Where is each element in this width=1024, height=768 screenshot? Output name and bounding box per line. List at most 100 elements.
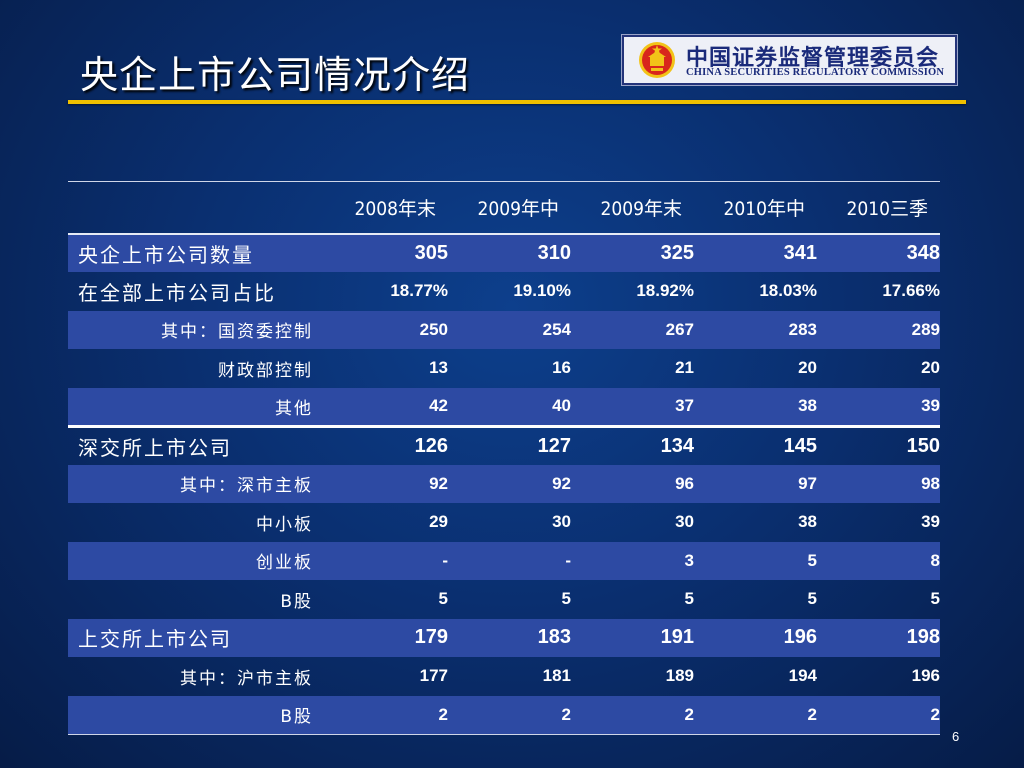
- table-cell: 18.03%: [759, 281, 817, 301]
- logo-chinese-name: 中国证券监督管理委员会: [686, 46, 940, 71]
- table-cell: 17.66%: [882, 281, 940, 301]
- table-cell: 40: [552, 396, 571, 415]
- national-emblem-icon: [639, 42, 675, 78]
- table-cell: 325: [660, 241, 694, 264]
- table-cell: 92: [429, 473, 448, 493]
- table-row: B股 2 2 2 2 2: [68, 695, 940, 734]
- table-cell: 8: [930, 550, 940, 570]
- table-cell: 127: [537, 434, 571, 457]
- row-label: 其中：沪市主板: [180, 668, 313, 689]
- table-cell: 18.77%: [390, 281, 448, 301]
- table-cell: 181: [542, 666, 571, 686]
- table-cell: 348: [906, 241, 940, 264]
- table-cell: 5: [807, 550, 817, 570]
- column-header: 2010三季: [846, 197, 929, 220]
- table-cell: 126: [414, 434, 448, 457]
- table-cell: 38: [798, 512, 817, 532]
- column-header: 2008年末: [354, 197, 437, 220]
- table-cell: 37: [675, 396, 694, 415]
- table-cell: 92: [552, 473, 571, 493]
- table-cell: 289: [911, 319, 940, 339]
- table-cell: 5: [438, 589, 448, 609]
- title-divider: [68, 100, 966, 104]
- column-header: 2010年中: [723, 197, 806, 220]
- table-cell: 5: [930, 589, 940, 609]
- table-row: 上交所上市公司 179 183 191 196 198: [68, 618, 940, 657]
- table-cell: 5: [561, 589, 571, 609]
- table-cell: 2: [561, 704, 571, 724]
- table-cell: 254: [542, 319, 571, 339]
- table-cell: 30: [552, 512, 571, 532]
- table-row: 其他 42 40 37 38 39: [68, 387, 940, 426]
- row-label: 创业板: [256, 553, 313, 574]
- table-cell: 2: [807, 704, 817, 724]
- table-cell: 134: [660, 434, 694, 457]
- table-row: 央企上市公司数量 305 310 325 341 348: [68, 233, 940, 272]
- row-label: 财政部控制: [218, 360, 313, 381]
- table-row: 其中：深市主板 92 92 96 97 98: [68, 464, 940, 503]
- table-cell: 20: [921, 358, 940, 378]
- table-row: 创业板 - - 3 5 8: [68, 541, 940, 580]
- table-cell: -: [442, 550, 448, 570]
- table-cell: 267: [665, 319, 694, 339]
- table-cell: 250: [419, 319, 448, 339]
- header-empty-cell: [68, 182, 325, 234]
- column-header: 2009年末: [600, 197, 683, 220]
- page-number: 6: [952, 729, 960, 744]
- table-cell: 150: [906, 434, 940, 457]
- table-cell: 5: [684, 589, 694, 609]
- table-cell: 19.10%: [513, 281, 571, 301]
- row-label: 在全部上市公司占比: [78, 280, 276, 305]
- table-cell: 39: [921, 512, 940, 532]
- table-cell: 3: [684, 550, 694, 570]
- table-cell: 13: [429, 358, 448, 378]
- table-cell: 42: [429, 396, 448, 415]
- slide-title: 央企上市公司情况介绍: [80, 53, 471, 97]
- table-cell: 196: [911, 666, 940, 686]
- table-cell: 283: [788, 319, 817, 339]
- table-cell: 2: [684, 704, 694, 724]
- row-label: 中小板: [256, 514, 313, 535]
- table-cell: 18.92%: [636, 281, 694, 301]
- row-label: 深交所上市公司: [78, 435, 232, 460]
- table-cell: 21: [675, 358, 694, 378]
- row-label: 上交所上市公司: [78, 627, 232, 652]
- table-cell: 341: [783, 241, 817, 264]
- row-label: B股: [280, 707, 313, 727]
- csrc-logo: 中国证券监督管理委员会 CHINA SECURITIES REGULATORY …: [621, 34, 958, 86]
- table-row: 其中：国资委控制 250 254 267 283 289: [68, 310, 940, 349]
- table-cell: 2: [438, 704, 448, 724]
- soe-listed-companies-table: 2008年末 2009年中 2009年末 2010年中 2010三季 央企上市公…: [68, 181, 940, 735]
- table-cell: 183: [537, 626, 571, 649]
- table-row: 财政部控制 13 16 21 20 20: [68, 349, 940, 388]
- row-label: 其中：国资委控制: [161, 322, 313, 343]
- table-cell: 177: [419, 666, 448, 686]
- table-header-row: 2008年末 2009年中 2009年末 2010年中 2010三季: [68, 181, 940, 234]
- table-cell: 2: [930, 704, 940, 724]
- row-label: 其他: [275, 398, 313, 419]
- table-cell: 30: [675, 512, 694, 532]
- table-cell: 179: [414, 626, 448, 649]
- table-cell: 5: [807, 589, 817, 609]
- table-cell: 198: [906, 626, 940, 649]
- table-cell: 310: [537, 241, 571, 264]
- table-cell: 29: [429, 512, 448, 532]
- table-cell: 38: [798, 396, 817, 415]
- table-cell: 96: [675, 473, 694, 493]
- table-cell: 189: [665, 666, 694, 686]
- row-label: 其中：深市主板: [180, 476, 313, 497]
- table-cell: 16: [552, 358, 571, 378]
- table-cell: 20: [798, 358, 817, 378]
- row-label: B股: [280, 591, 313, 612]
- table-row: 其中：沪市主板 177 181 189 194 196: [68, 657, 940, 696]
- table-row: 中小板 29 30 30 38 39: [68, 503, 940, 542]
- table-cell: 194: [788, 666, 817, 686]
- table-cell: 196: [783, 626, 817, 649]
- table-cell: 97: [798, 473, 817, 493]
- table-cell: 39: [921, 396, 940, 415]
- table-cell: 305: [414, 241, 448, 264]
- table-cell: 98: [921, 473, 940, 493]
- table-row: 在全部上市公司占比 18.77% 19.10% 18.92% 18.03% 17…: [68, 272, 940, 311]
- table-cell: -: [565, 550, 571, 570]
- table-row: B股 5 5 5 5 5: [68, 580, 940, 619]
